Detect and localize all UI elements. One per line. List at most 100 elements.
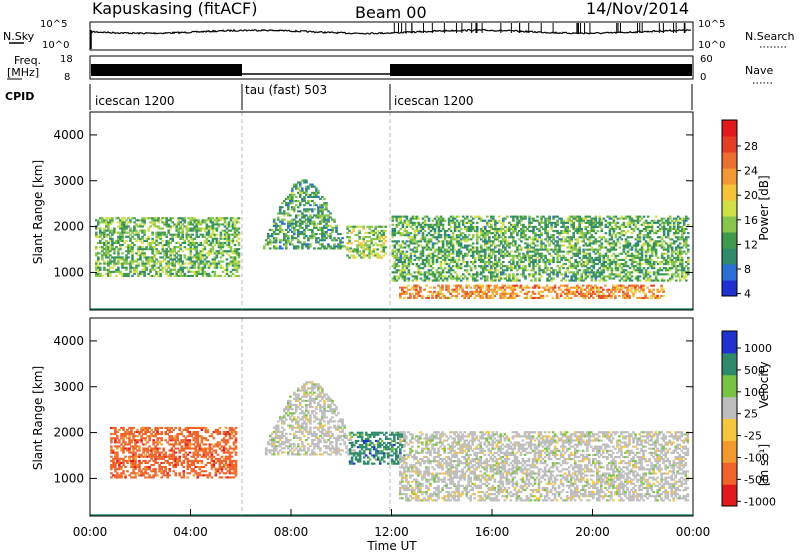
echo-cell bbox=[211, 262, 215, 265]
echo-cell bbox=[494, 269, 497, 272]
echo-cell bbox=[415, 246, 419, 249]
echo-cell bbox=[634, 277, 638, 280]
echo-cell bbox=[417, 258, 421, 261]
echo-cell bbox=[672, 265, 676, 268]
echo-cell bbox=[151, 219, 154, 222]
echo-cell bbox=[471, 228, 475, 231]
echo-cell bbox=[105, 272, 108, 275]
echo-cell bbox=[494, 267, 497, 270]
echo-cell bbox=[459, 263, 463, 266]
echo-cell bbox=[455, 296, 458, 299]
echo-cell bbox=[368, 231, 371, 234]
echo-cell bbox=[610, 221, 614, 224]
echo-cell bbox=[217, 239, 221, 242]
echo-cell bbox=[520, 256, 523, 259]
echo-cell bbox=[378, 254, 381, 257]
echo-cell bbox=[608, 275, 612, 278]
echo-cell bbox=[485, 284, 489, 287]
echo-cell bbox=[548, 244, 551, 247]
echo-cell bbox=[594, 263, 598, 266]
echo-cell bbox=[580, 230, 583, 233]
echo-cell bbox=[437, 292, 440, 295]
echo-cell bbox=[598, 254, 602, 257]
echo-cell bbox=[217, 223, 221, 226]
echo-cell bbox=[109, 217, 112, 220]
echo-cell bbox=[516, 234, 519, 237]
echo-cell bbox=[676, 215, 680, 218]
echo-cell bbox=[630, 284, 633, 287]
echo-cell bbox=[237, 252, 241, 255]
echo-cell bbox=[508, 279, 511, 282]
echo-cell bbox=[289, 214, 292, 217]
echo-cell bbox=[463, 296, 466, 299]
echo-cell bbox=[181, 227, 185, 230]
echo-cell bbox=[281, 239, 284, 242]
echo-cell bbox=[411, 236, 415, 239]
echo-cell bbox=[453, 228, 457, 231]
echo-cell bbox=[225, 239, 229, 242]
echo-cell bbox=[309, 193, 312, 196]
echo-cell bbox=[500, 267, 503, 270]
echo-cell bbox=[161, 217, 164, 220]
echo-cell bbox=[405, 290, 408, 293]
echo-cell bbox=[668, 261, 672, 264]
echo-cell bbox=[648, 225, 652, 228]
echo-cell bbox=[570, 279, 573, 282]
echo-cell bbox=[333, 220, 336, 223]
echo-cell bbox=[550, 240, 553, 243]
echo-cell bbox=[479, 290, 482, 293]
echo-cell bbox=[405, 230, 409, 233]
echo-cell bbox=[662, 279, 666, 282]
echo-cell bbox=[227, 239, 231, 242]
echo-cell bbox=[317, 195, 320, 198]
echo-cell bbox=[473, 296, 476, 299]
echo-cell bbox=[425, 258, 429, 261]
echo-cell bbox=[489, 284, 493, 287]
echo-cell bbox=[189, 258, 193, 261]
echo-cell bbox=[596, 269, 600, 272]
echo-cell bbox=[471, 279, 475, 282]
echo-cell bbox=[530, 217, 533, 220]
echo-cell bbox=[654, 230, 658, 233]
echo-cell bbox=[634, 225, 638, 228]
echo-cell bbox=[211, 270, 215, 273]
echo-cell bbox=[421, 228, 425, 231]
echo-cell bbox=[648, 261, 652, 264]
echo-cell bbox=[496, 275, 499, 278]
echo-cell bbox=[610, 261, 614, 264]
echo-cell bbox=[636, 217, 640, 220]
echo-cell bbox=[401, 232, 405, 235]
echo-cell bbox=[227, 229, 231, 232]
echo-cell bbox=[391, 223, 395, 226]
echo-cell bbox=[169, 219, 172, 222]
echo-cell bbox=[105, 250, 108, 253]
echo-cell bbox=[107, 264, 110, 267]
echo-cell bbox=[443, 296, 446, 299]
echo-cell bbox=[111, 246, 114, 249]
echo-cell bbox=[421, 250, 425, 253]
echo-cell bbox=[519, 284, 523, 287]
echo-cell bbox=[614, 288, 617, 291]
echo-cell bbox=[223, 241, 227, 244]
echo-cell bbox=[626, 250, 630, 253]
echo-cell bbox=[137, 262, 140, 265]
echo-cell bbox=[488, 246, 491, 249]
echo-cell bbox=[477, 292, 480, 295]
echo-cell bbox=[161, 233, 164, 236]
echo-cell bbox=[415, 275, 419, 278]
echo-cell bbox=[439, 234, 443, 237]
echo-cell bbox=[634, 275, 638, 278]
echo-cell bbox=[484, 244, 487, 247]
freq-panel: Freq. [MHz] 18 8 60 0 Nave bbox=[7, 54, 773, 84]
echo-cell bbox=[203, 270, 207, 273]
echo-cell bbox=[397, 217, 401, 220]
echo-cell bbox=[99, 262, 102, 265]
echo-cell bbox=[319, 226, 322, 229]
echo-cell bbox=[169, 274, 172, 277]
echo-cell bbox=[465, 248, 469, 251]
echo-cell bbox=[281, 222, 284, 225]
y-tick-label: 4000 bbox=[53, 128, 84, 142]
echo-cell bbox=[437, 234, 441, 237]
echo-cell bbox=[427, 219, 431, 222]
echo-cell bbox=[159, 231, 162, 234]
